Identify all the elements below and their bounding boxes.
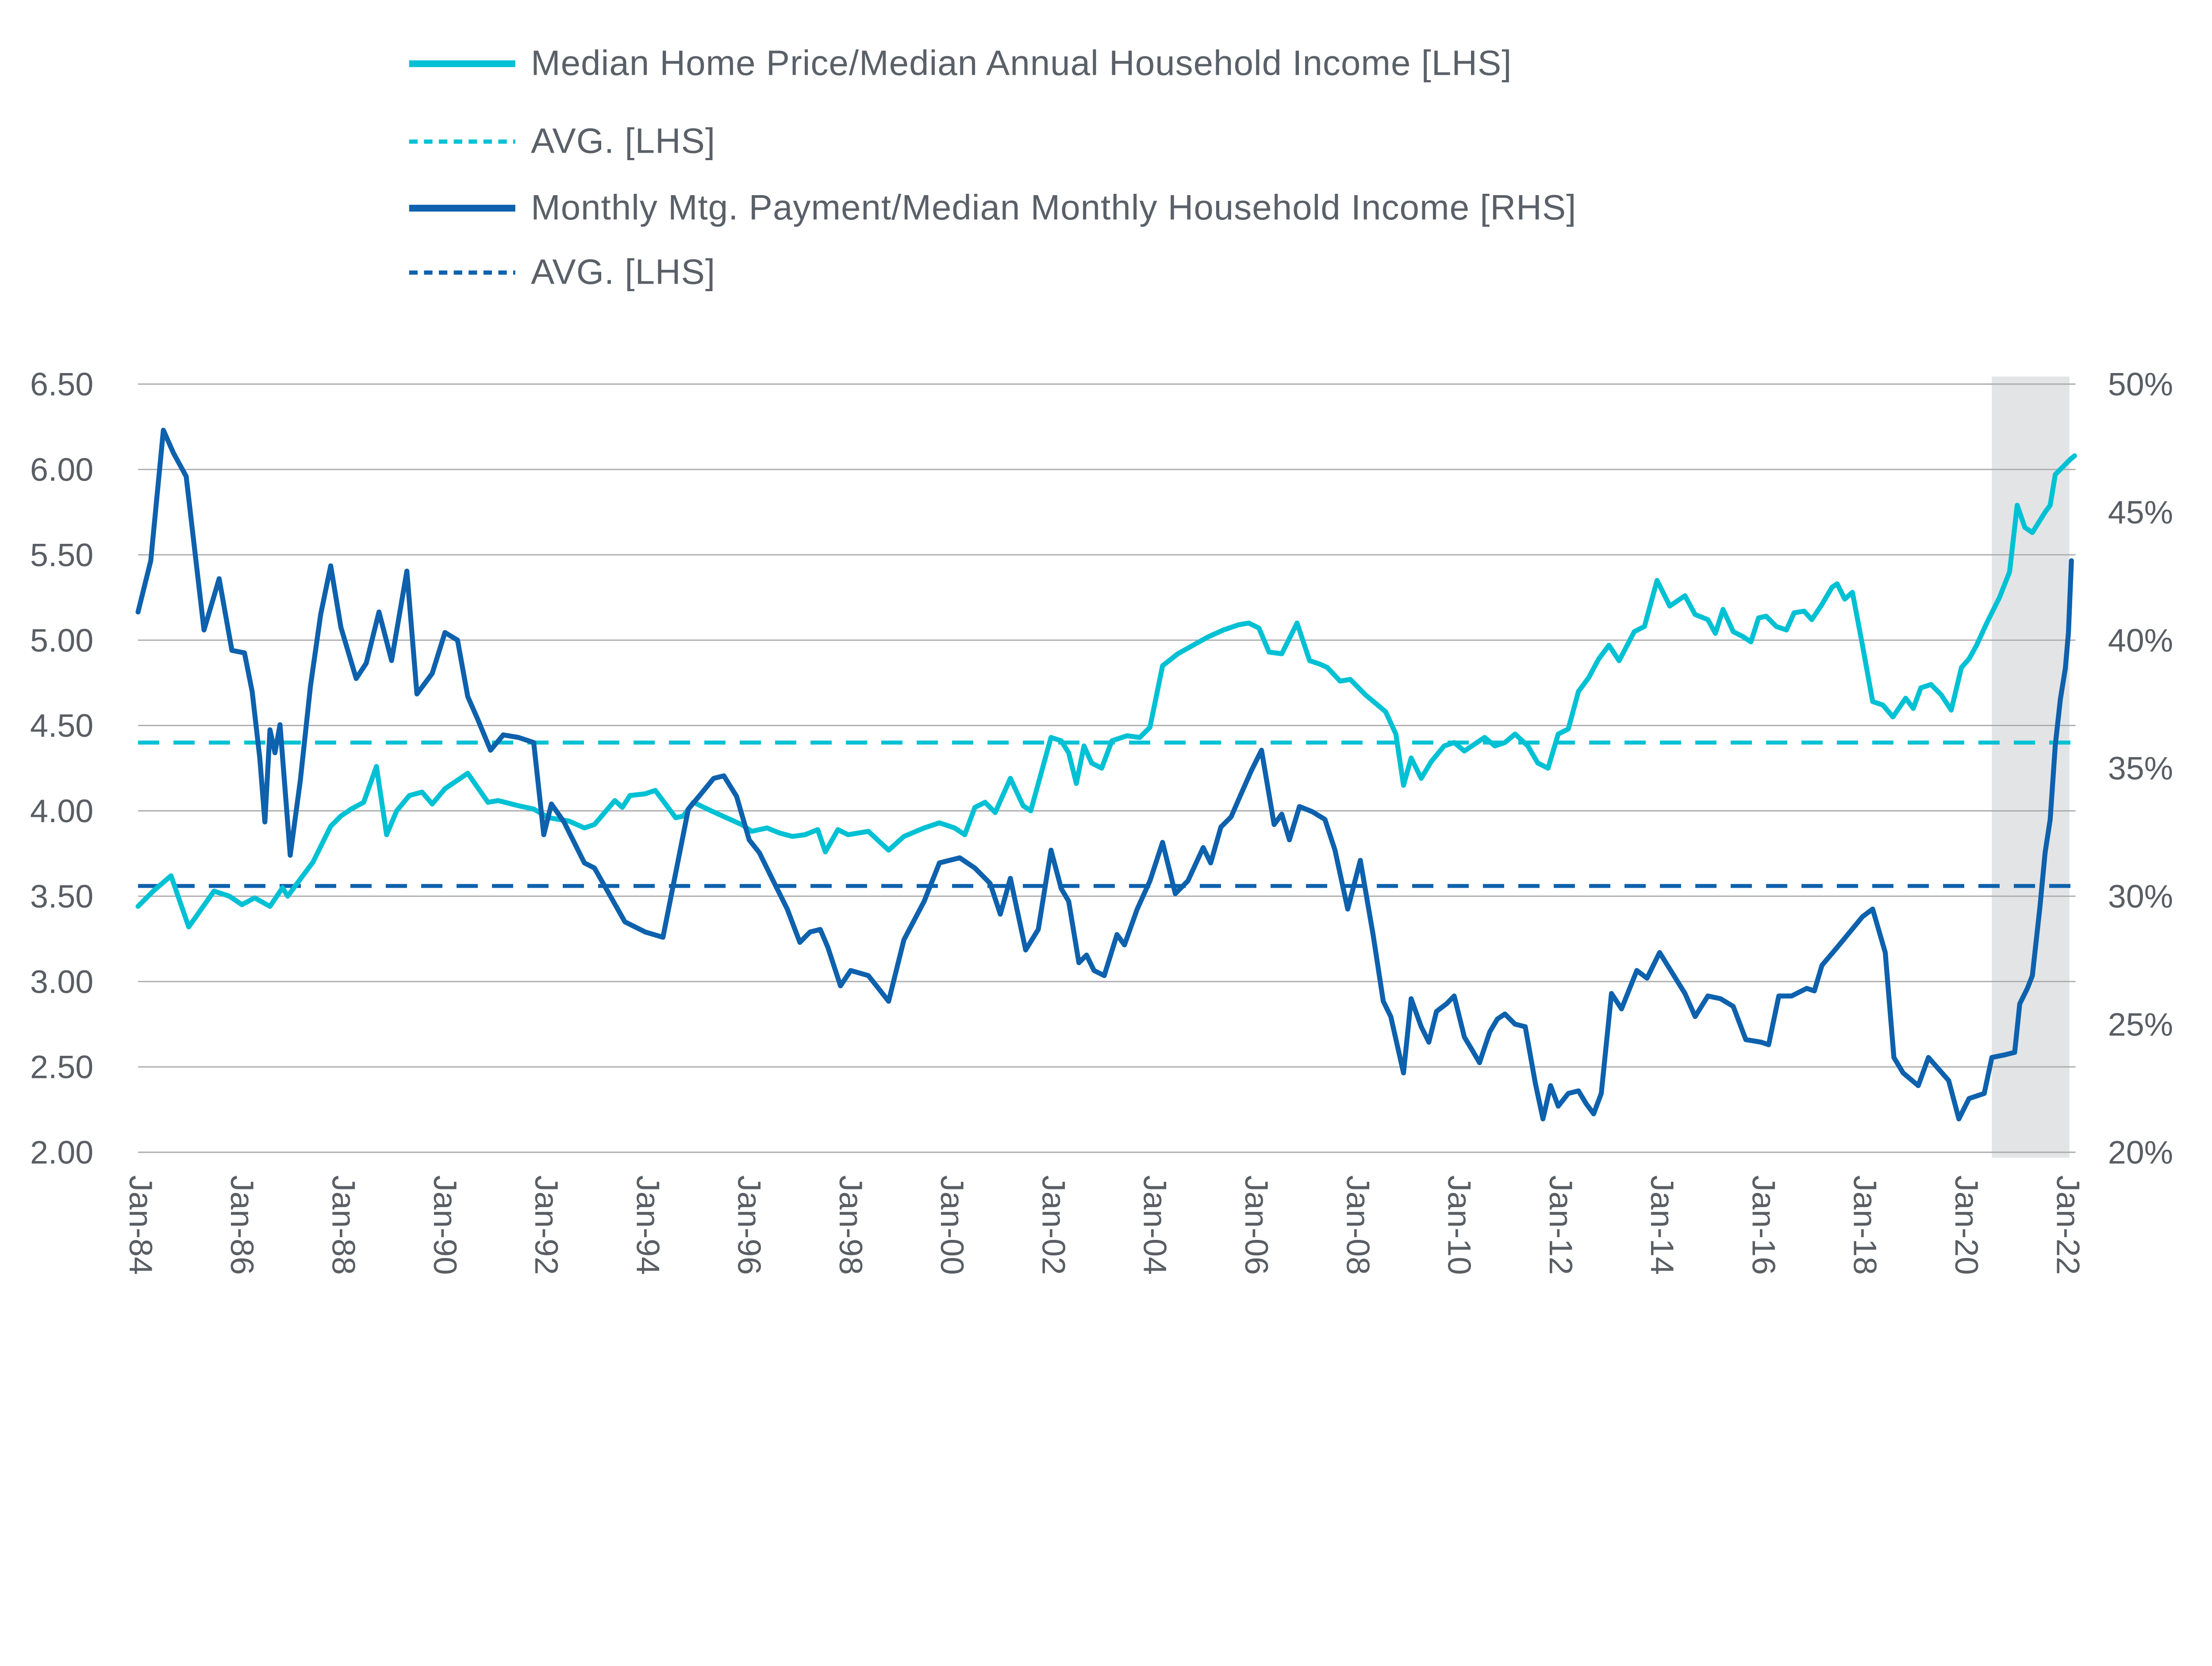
series-lines (135, 427, 2077, 1122)
x-axis-tick-label: Jan-98 (833, 1175, 869, 1275)
legend-label-avg-lhs-blue: AVG. [LHS] (531, 252, 715, 292)
x-axis-tick-label: Jan-04 (1137, 1175, 1174, 1275)
right-axis-tick-label: 30% (2108, 878, 2173, 915)
x-axis-tick-label: Jan-16 (1746, 1175, 1782, 1275)
right-axis-tick-label: 20% (2108, 1134, 2173, 1171)
right-axis-tick-label: 45% (2108, 494, 2173, 531)
avg-lines (138, 740, 2076, 888)
left-axis-tick-label: 5.50 (30, 536, 93, 573)
left-axis-tick-label: 6.50 (30, 366, 93, 403)
left-axis-tick-label: 4.50 (30, 707, 93, 744)
x-axis-tick-label: Jan-20 (1948, 1175, 1985, 1275)
x-axis-tick-label: Jan-14 (1644, 1175, 1681, 1275)
x-axis-tick-label: Jan-86 (224, 1175, 261, 1275)
x-axis-tick-label: Jan-08 (1340, 1175, 1376, 1275)
x-axis-tick-label: Jan-94 (630, 1175, 666, 1275)
x-axis-tick-label: Jan-02 (1035, 1175, 1072, 1275)
x-axis-tick-label: Jan-10 (1441, 1175, 1478, 1275)
x-axis-tick-label: Jan-06 (1238, 1175, 1275, 1275)
left-axis-tick-label: 2.50 (30, 1049, 93, 1085)
legend: Median Home Price/Median Annual Househol… (409, 43, 1576, 292)
legend-label-home-price-ratio: Median Home Price/Median Annual Househol… (531, 43, 1512, 83)
x-axis-tick-label: Jan-00 (934, 1175, 971, 1275)
left-axis-tick-label: 3.50 (30, 878, 93, 915)
x-axis-tick-label: Jan-18 (1847, 1175, 1884, 1275)
left-axis-tick-label: 3.00 (30, 963, 93, 1000)
shaded-region (1992, 377, 2070, 1158)
x-axis-tick-label: Jan-12 (1543, 1175, 1579, 1275)
right-axis-tick-label: 25% (2108, 1006, 2173, 1043)
legend-label-mtg-payment-ratio: Monthly Mtg. Payment/Median Monthly Hous… (531, 188, 1576, 227)
left-axis-tick-label: 6.00 (30, 451, 93, 488)
left-axis-labels: 6.50 6.00 5.50 5.00 4.50 4.00 3.50 3.00 2.50 2.00 (30, 366, 93, 1171)
x-axis-tick-label: Jan-90 (427, 1175, 464, 1275)
x-axis-labels: Jan-84 Jan-86 Jan-88 Jan-90 Jan-92 Jan-94 Jan-… (123, 1175, 2086, 1275)
legend-label-avg-lhs-cyan: AVG. [LHS] (531, 121, 715, 161)
chart-page: 6.50 6.00 5.50 5.00 4.50 4.00 3.50 3.00 2.50 2.00… (30, 43, 2174, 1275)
x-axis-tick-label: Jan-92 (528, 1175, 565, 1275)
x-axis-tick-label: Jan-84 (123, 1175, 159, 1275)
right-axis-tick-label: 35% (2108, 750, 2173, 787)
right-axis-labels: 50% 45% 40% 35% 30% 25% 20% (2108, 366, 2173, 1171)
x-axis-tick-label: Jan-88 (325, 1175, 362, 1275)
series-line-home-price-income (135, 453, 2077, 930)
left-axis-tick-label: 5.00 (30, 622, 93, 658)
affordability-line-chart: 6.50 6.00 5.50 5.00 4.50 4.00 3.50 3.00 2.50 2.00… (30, 43, 2173, 1275)
right-axis-tick-label: 40% (2108, 622, 2173, 658)
x-axis-tick-label: Jan-22 (2050, 1175, 2086, 1275)
left-axis-tick-label: 4.00 (30, 793, 93, 829)
left-axis-tick-label: 2.00 (30, 1134, 93, 1171)
right-axis-tick-label: 50% (2108, 366, 2173, 403)
x-axis-tick-label: Jan-96 (731, 1175, 768, 1275)
series-line-mtg-payment-income (135, 427, 2074, 1122)
gridlines (138, 383, 2076, 1153)
shaded-region-group (1992, 377, 2070, 1158)
